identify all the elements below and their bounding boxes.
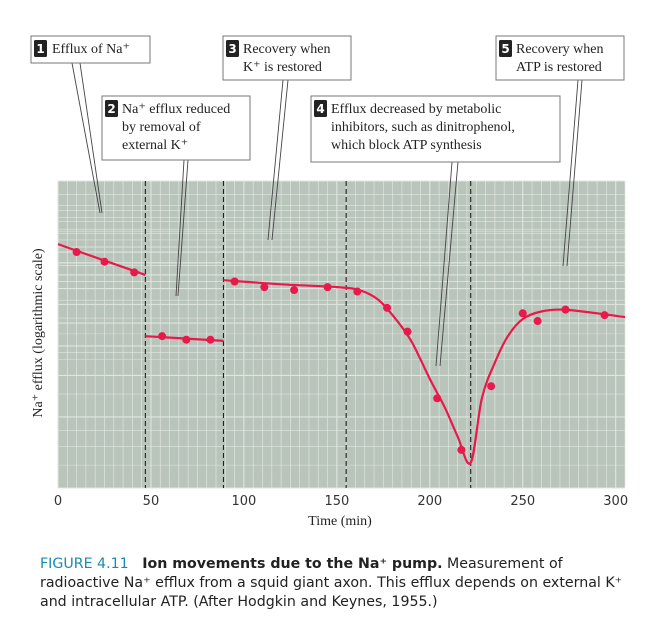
y-axis-label: Na⁺ efflux (logarithmic scale) [31,248,46,418]
plot-area [58,181,625,488]
callout-5-number: 5 [501,42,509,56]
data-point [100,257,109,266]
callout-5-line-2: ATP is restored [516,60,602,75]
callout-1-text: Efflux of Na⁺ [52,42,130,57]
condition-dividers [144,181,472,488]
callout-3-line-2: K⁺ is restored [243,60,322,75]
data-point [403,327,412,336]
figure-caption: FIGURE 4.11 Ion movements due to the Na⁺… [40,555,636,612]
x-axis: 0 50 100 150 200 250 300 [54,494,628,509]
callout-2-line-1: Na⁺ efflux reduced [122,102,230,117]
data-points [72,248,609,454]
x-tick-label: 250 [510,494,535,509]
caption-text: Measurement of radioactive Na⁺ efflux fr… [40,556,623,610]
data-point [383,303,392,312]
grid-lines [57,180,626,489]
data-point [206,335,215,344]
data-point [487,382,496,391]
data-point [260,283,269,292]
callout-leaders [71,62,583,367]
callout-5-line-1: Recovery when [516,42,603,57]
x-tick-label: 50 [143,494,160,509]
callout-2-line-2: by removal of [122,120,201,135]
callout-2-number: 2 [107,102,115,116]
callout-1-number: 1 [36,42,44,56]
x-tick-label: 150 [324,494,349,509]
callout-2-line-3: external K⁺ [122,138,188,153]
data-point [561,305,570,314]
data-point [182,335,191,344]
callout-4-line-3: which block ATP synthesis [331,138,482,153]
callout-3: 3 Recovery when K⁺ is restored [222,35,352,81]
callout-3-leader [267,79,289,241]
data-point [600,311,609,320]
callout-2: 2 Na⁺ efflux reduced by removal of exter… [101,95,251,161]
data-point [72,248,81,257]
data-point [323,283,332,292]
caption-title: Ion movements due to the Na⁺ pump. [142,556,443,572]
x-tick-label: 100 [231,494,256,509]
callout-5: 5 Recovery when ATP is restored [495,35,625,81]
caption-figure-number: FIGURE 4.11 [40,556,129,572]
callout-3-number: 3 [228,42,236,56]
data-point [290,286,299,295]
callout-1: 1 Efflux of Na⁺ [30,35,151,64]
callout-4-line-1: Efflux decreased by metabolic [331,102,501,117]
data-point [230,277,239,286]
data-point [433,394,442,403]
x-tick-label: 0 [54,494,62,509]
data-point [158,332,167,341]
callout-1-leader [71,62,103,214]
data-point [130,268,139,277]
data-point [353,287,362,296]
data-point [533,317,542,326]
x-tick-label: 300 [603,494,628,509]
callout-5-leader [562,79,583,267]
callout-4-leader [435,161,459,367]
callout-2-leader [175,159,189,297]
x-tick-label: 200 [417,494,442,509]
callout-3-line-1: Recovery when [243,42,330,57]
x-axis-label: Time (min) [308,514,372,529]
callout-4-number: 4 [316,102,324,116]
callout-4-line-2: inhibitors, such as dinitrophenol, [331,120,515,135]
callout-4: 4 Efflux decreased by metabolic inhibito… [310,95,561,163]
data-point [518,309,527,318]
data-point [457,445,466,454]
